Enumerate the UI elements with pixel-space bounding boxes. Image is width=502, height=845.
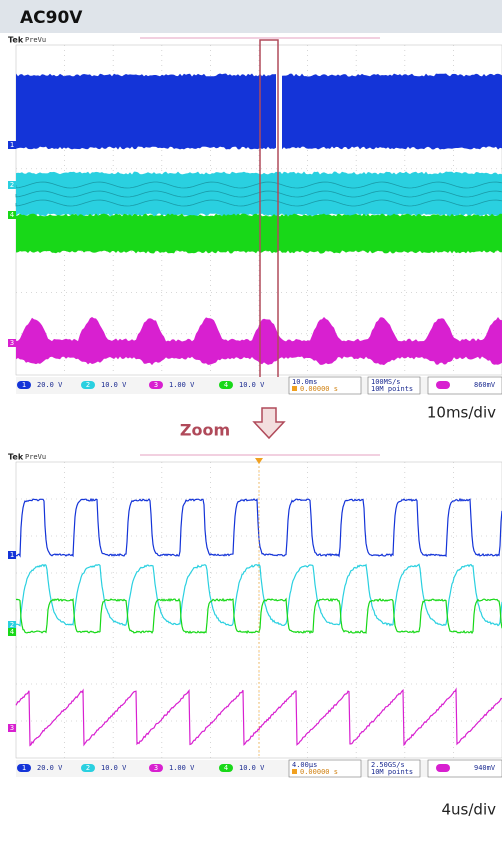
channel-marker-label: 1 <box>10 141 14 149</box>
channel-marker-label: 4 <box>10 211 14 219</box>
channel-scale: 10.0 V <box>239 381 265 389</box>
channel-scale: 10.0 V <box>239 764 265 772</box>
channel-number: 2 <box>86 381 90 389</box>
channel-number: 1 <box>22 381 26 389</box>
channel-scale: 10.0 V <box>101 381 127 389</box>
mode: PreVu <box>25 36 46 44</box>
gap <box>276 70 282 152</box>
page: AC90V Zoom TekPreVu1243120.0 V210.0 V31.… <box>0 0 502 845</box>
trigger-level: 940mV <box>474 764 496 772</box>
channel-marker-label: 1 <box>10 551 14 559</box>
header-title: AC90V <box>20 8 83 28</box>
caption: 10ms/div <box>427 404 496 422</box>
trigger-level: 860mV <box>474 381 496 389</box>
trigger-source <box>436 764 450 772</box>
channel-scale: 20.0 V <box>37 381 63 389</box>
trigger-icon <box>292 769 297 774</box>
zoom-arrow <box>254 408 284 438</box>
channel-number: 2 <box>86 764 90 772</box>
channel-marker-label: 3 <box>10 724 14 732</box>
channel-number: 3 <box>154 764 158 772</box>
ch1-trace <box>16 74 502 150</box>
trigger-icon <box>292 386 297 391</box>
trigger-position: 0.00000 s <box>300 385 338 393</box>
record-length: 10M points <box>371 768 413 776</box>
channel-scale: 1.00 V <box>169 381 195 389</box>
channel-number: 4 <box>224 764 228 772</box>
zoom-label: Zoom <box>180 421 230 440</box>
channel-scale: 1.00 V <box>169 764 195 772</box>
caption: 4us/div <box>442 801 497 819</box>
ch4-trace <box>16 214 502 254</box>
channel-scale: 20.0 V <box>37 764 63 772</box>
mode: PreVu <box>25 453 46 461</box>
trigger-position: 0.00000 s <box>300 768 338 776</box>
channel-number: 4 <box>224 381 228 389</box>
ch2-trace <box>16 172 502 217</box>
brand: Tek <box>8 453 24 462</box>
channel-number: 1 <box>22 764 26 772</box>
channel-marker-label: 2 <box>10 181 14 189</box>
channel-number: 3 <box>154 381 158 389</box>
trigger-source <box>436 381 450 389</box>
brand: Tek <box>8 36 24 45</box>
channel-marker-label: 3 <box>10 339 14 347</box>
channel-scale: 10.0 V <box>101 764 127 772</box>
channel-marker-label: 4 <box>10 628 14 636</box>
record-length: 10M points <box>371 385 413 393</box>
figure: AC90V Zoom TekPreVu1243120.0 V210.0 V31.… <box>0 0 502 845</box>
